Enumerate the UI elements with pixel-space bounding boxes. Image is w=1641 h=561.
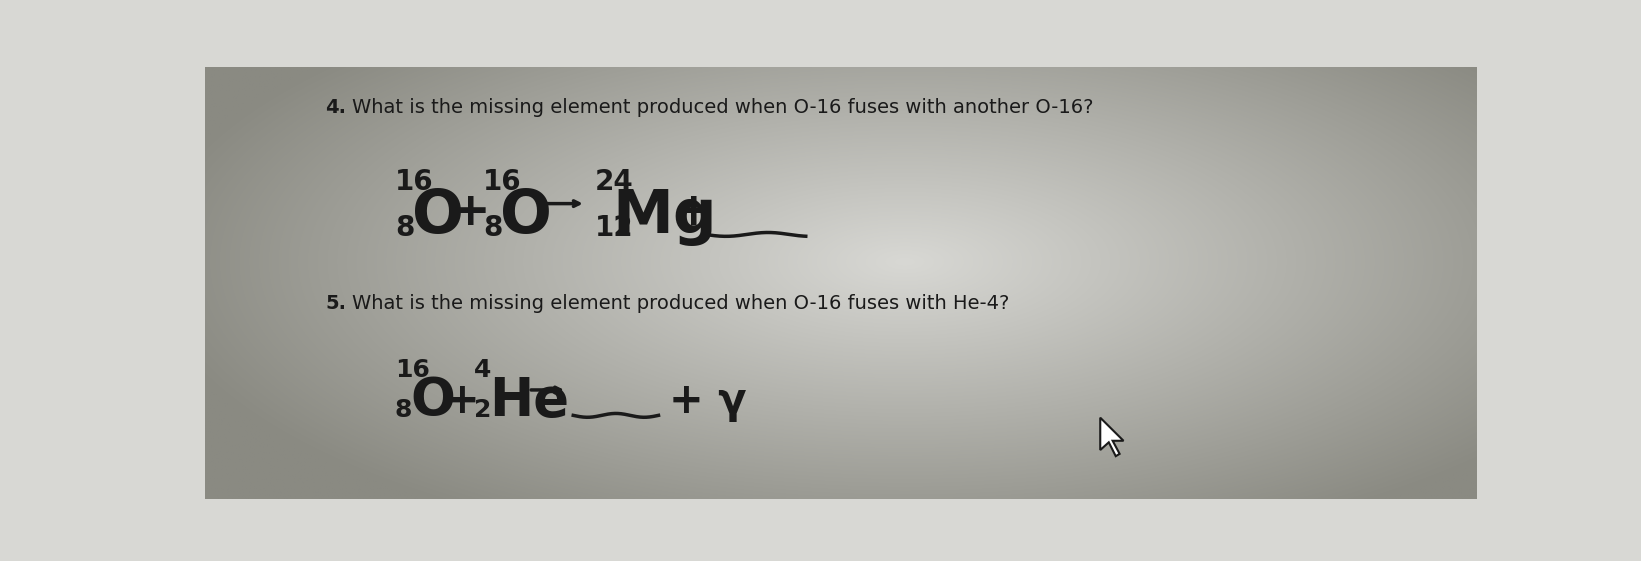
- Text: 8: 8: [395, 214, 415, 242]
- Text: +: +: [674, 190, 714, 234]
- Text: 12: 12: [596, 214, 633, 242]
- Text: O: O: [410, 375, 455, 427]
- Text: He: He: [489, 375, 569, 427]
- Polygon shape: [1099, 418, 1124, 456]
- Text: 8: 8: [484, 214, 502, 242]
- Text: What is the missing element produced when O-16 fuses with He-4?: What is the missing element produced whe…: [353, 295, 1009, 314]
- Text: +: +: [451, 190, 491, 234]
- Text: 16: 16: [395, 358, 430, 383]
- Text: O: O: [412, 187, 464, 246]
- Text: 8: 8: [395, 398, 412, 422]
- Text: 4.: 4.: [325, 98, 346, 117]
- Text: +: +: [445, 380, 479, 422]
- Text: O: O: [501, 187, 553, 246]
- Text: 24: 24: [596, 168, 633, 196]
- Text: + γ: + γ: [670, 380, 747, 422]
- Text: 2: 2: [474, 398, 491, 422]
- Text: 16: 16: [484, 168, 522, 196]
- Text: 5.: 5.: [325, 295, 346, 314]
- Text: 4: 4: [474, 358, 491, 383]
- Text: What is the missing element produced when O-16 fuses with another O-16?: What is the missing element produced whe…: [353, 98, 1095, 117]
- Text: 16: 16: [395, 168, 433, 196]
- Text: Mg: Mg: [612, 187, 717, 246]
